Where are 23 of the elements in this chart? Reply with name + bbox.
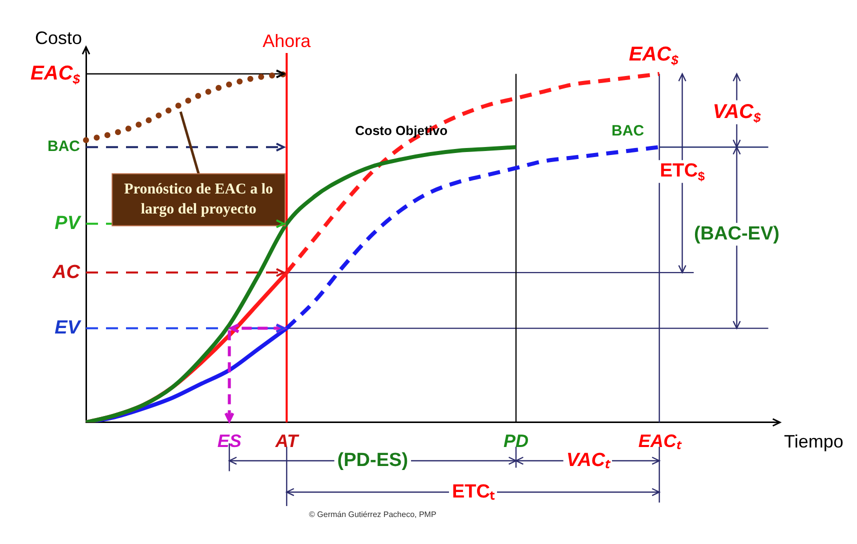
text: © Germán Gutiérrez Pacheco, PMP — [309, 510, 436, 519]
annotation: VAC$ — [712, 100, 762, 125]
text: (PD-ES) — [337, 450, 408, 471]
annotation: Costo Objetivo — [355, 122, 448, 138]
ref-line-label: BAC — [48, 138, 80, 156]
annotation: Pronóstico de EAC a lo largo del proyecto — [124, 182, 274, 218]
y-axis-title: Costo — [34, 28, 82, 48]
annotation: (BAC-EV) — [694, 223, 780, 244]
x-axis-title: Tiempo — [784, 431, 844, 452]
text: ETCₜ — [452, 481, 495, 502]
x-tick-label: ES — [217, 431, 242, 452]
annotation: ETC$ — [660, 160, 705, 184]
x-tick-label: PD — [503, 431, 529, 452]
ref-line-label: AC — [52, 262, 80, 283]
x-tick-label: EACₜ — [638, 431, 682, 452]
annotation: BAC — [612, 122, 644, 140]
ref-line-label: PV — [54, 212, 82, 234]
x-tick-label: AT — [274, 431, 300, 452]
text: VACₜ — [566, 450, 612, 471]
text: EAC$ — [628, 43, 680, 68]
ref-line-label: Ahora — [262, 30, 312, 51]
ref-line-label: EAC$ — [30, 62, 81, 86]
ref-line-label: EV — [54, 318, 82, 339]
